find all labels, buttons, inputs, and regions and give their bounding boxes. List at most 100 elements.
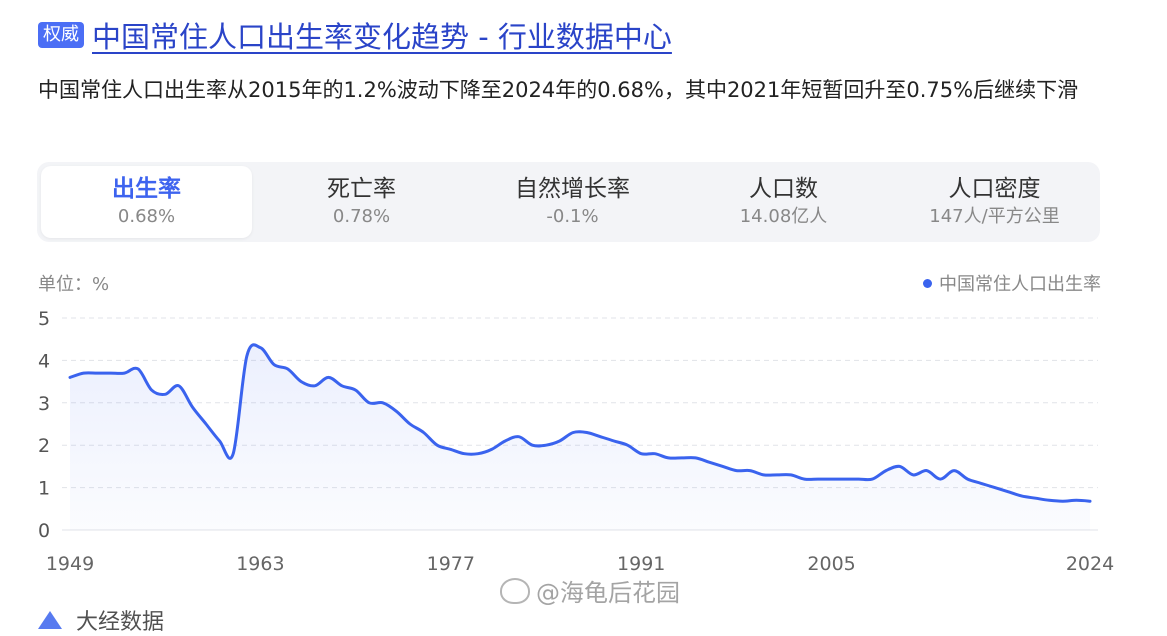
data-point [1047, 498, 1051, 502]
data-point [503, 439, 507, 443]
weibo-icon [500, 577, 530, 604]
source-label: 大经数据 [76, 610, 165, 635]
data-point [381, 401, 385, 405]
data-point [1088, 499, 1092, 503]
data-point [354, 388, 358, 392]
x-tick-label: 2005 [807, 553, 855, 575]
data-point [775, 473, 779, 477]
tab-birth-rate[interactable]: 出生率 0.68% [41, 166, 252, 238]
authority-badge: 权威 [38, 22, 84, 48]
x-tick-label: 1991 [617, 553, 665, 575]
data-point [626, 443, 630, 447]
data-point [299, 380, 303, 384]
data-point [136, 367, 140, 371]
page-title[interactable]: 中国常住人口出生率变化趋势 - 行业数据中心 [92, 20, 672, 54]
data-point [245, 354, 249, 358]
data-point [272, 363, 276, 367]
footer-source[interactable]: 大经数据 [38, 604, 164, 636]
y-tick-label: 0 [38, 520, 50, 542]
data-point [639, 452, 643, 456]
tab-label: 人口密度 [948, 176, 1041, 202]
legend-label: 中国常住人口出生率 [939, 274, 1101, 295]
tab-label: 出生率 [112, 176, 181, 202]
y-axis-ticks: 0 1 2 3 4 5 [38, 308, 50, 542]
tab-value: 14.08亿人 [739, 206, 828, 227]
data-point [966, 477, 970, 481]
data-point [1061, 499, 1065, 503]
data-point [326, 375, 330, 379]
data-point [190, 405, 194, 409]
data-point [340, 384, 344, 388]
tab-value: 0.68% [117, 206, 176, 227]
chart-legend[interactable]: 中国常住人口出生率 [923, 270, 1101, 296]
series-area [70, 344, 1090, 530]
tab-value: 147人/平方公里 [929, 206, 1060, 227]
data-point [109, 371, 113, 375]
data-point [748, 469, 752, 473]
series-line[interactable] [68, 343, 1092, 503]
tab-label: 死亡率 [327, 176, 396, 202]
tab-value: 0.78% [332, 206, 391, 227]
summary-text: 中国常住人口出生率从2015年的1.2%波动下降至2024年的0.68%，其中2… [38, 78, 1079, 102]
data-point [408, 422, 412, 426]
data-point [571, 430, 575, 434]
data-point [435, 443, 439, 447]
data-point [177, 384, 181, 388]
source-logo-icon [38, 611, 62, 629]
data-point [707, 460, 711, 464]
data-point [476, 452, 480, 456]
y-tick-label: 2 [38, 435, 50, 457]
chart-unit-label: 单位：% [38, 274, 110, 295]
y-tick-label: 5 [38, 308, 50, 330]
tab-population-density[interactable]: 人口密度 147人/平方公里 [889, 162, 1100, 242]
birth-rate-chart: 0 1 2 3 4 5 1949 1963 1977 1991 2005 2024 [38, 308, 1114, 575]
data-point [857, 477, 861, 481]
data-point [422, 430, 426, 434]
tab-natural-growth-rate[interactable]: 自然增长率 -0.1% [467, 162, 678, 242]
data-point [911, 473, 915, 477]
data-point [979, 481, 983, 485]
metric-tabs: 出生率 0.68% 死亡率 0.78% 自然增长率 -0.1% 人口数 14.0… [37, 162, 1100, 242]
data-point [789, 473, 793, 477]
data-point [286, 367, 290, 371]
data-point [1006, 490, 1010, 494]
tab-population[interactable]: 人口数 14.08亿人 [678, 162, 889, 242]
data-point [530, 443, 534, 447]
x-tick-label: 2024 [1066, 553, 1114, 575]
data-point [394, 409, 398, 413]
data-point [830, 477, 834, 481]
x-axis-ticks: 1949 1963 1977 1991 2005 2024 [46, 553, 1114, 575]
data-point [122, 371, 126, 375]
data-point [802, 477, 806, 481]
data-point [490, 447, 494, 451]
data-point [843, 477, 847, 481]
data-point [218, 439, 222, 443]
tab-value: -0.1% [546, 206, 599, 227]
data-point [367, 401, 371, 405]
data-point [721, 464, 725, 468]
data-point [82, 371, 86, 375]
data-point [762, 473, 766, 477]
data-point [68, 375, 72, 379]
y-tick-label: 3 [38, 393, 50, 415]
data-point [163, 392, 167, 396]
data-point [680, 456, 684, 460]
header: 权威 中国常住人口出生率变化趋势 - 行业数据中心 [38, 14, 672, 56]
data-point [816, 477, 820, 481]
legend-dot-icon [923, 278, 932, 288]
x-tick-label: 1977 [427, 553, 475, 575]
data-point [666, 456, 670, 460]
data-point [1034, 496, 1038, 500]
data-point [1074, 498, 1078, 502]
data-point [449, 447, 453, 451]
y-tick-label: 4 [38, 350, 50, 372]
data-point [898, 464, 902, 468]
tab-death-rate[interactable]: 死亡率 0.78% [256, 162, 467, 242]
data-point [313, 384, 317, 388]
x-tick-label: 1963 [236, 553, 284, 575]
data-point [258, 346, 262, 350]
data-point [734, 469, 738, 473]
data-point [925, 469, 929, 473]
x-tick-label: 1949 [46, 553, 94, 575]
data-point [952, 469, 956, 473]
